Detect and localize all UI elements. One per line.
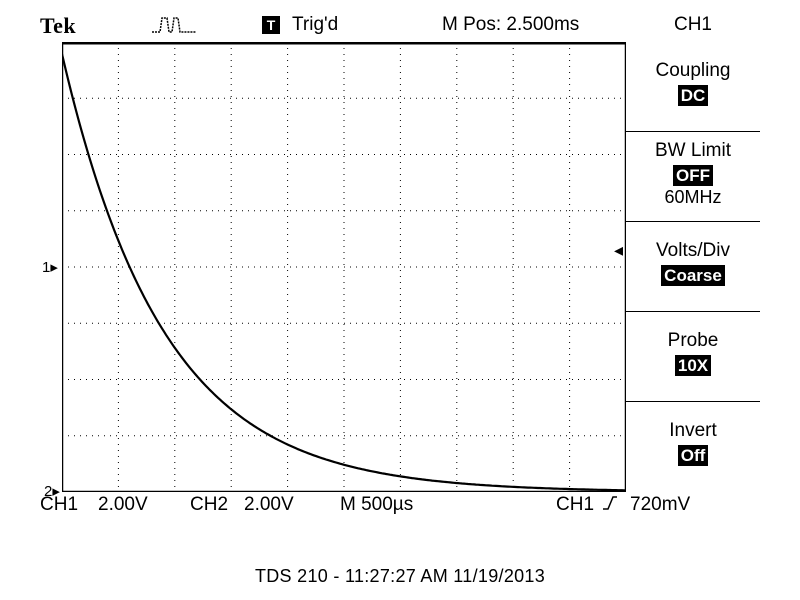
brand-logo: Tek (40, 13, 77, 38)
bw-limit-value: OFF (673, 165, 713, 186)
ch2-label: CH2 (190, 494, 229, 515)
ch1-waveform-trace (62, 53, 626, 492)
bottom-status-bar: CH1 2.00V CH2 2.00V M 500µs CH1 720mV (40, 494, 760, 522)
rising-edge-icon (602, 494, 618, 518)
ch1-ground-marker: 1▸ (42, 258, 58, 276)
top-status-bar: Tek T Trig'd M Pos: 2.500ms CH1 (0, 0, 800, 44)
menu-bw-limit[interactable]: BW Limit OFF 60MHz (626, 132, 760, 222)
ch1-label: CH1 (40, 494, 79, 515)
timebase: M 500µs (340, 494, 414, 515)
right-arrow-icon: ▸ (52, 483, 60, 500)
ch1-marker-label: 1 (42, 259, 51, 276)
menu-coupling[interactable]: Coupling DC (626, 42, 760, 132)
coupling-value: DC (677, 85, 709, 106)
graticule (62, 42, 626, 492)
side-menu: Coupling DC BW Limit OFF 60MHz Volts/Div… (626, 42, 760, 492)
bw-limit-sub: 60MHz (664, 187, 722, 207)
trigger-level: 720mV (630, 494, 691, 515)
trigger-badge: T (262, 16, 280, 34)
volts-div-value: Coarse (661, 265, 725, 286)
menu-volts-div[interactable]: Volts/Div Coarse (626, 222, 760, 312)
menu-title: CH1 (673, 14, 712, 35)
ch2-ground-marker: 2▸ (44, 482, 60, 500)
trigger-level-marker: ◂ (614, 240, 623, 261)
volts-div-label: Volts/Div (656, 240, 730, 261)
probe-label: Probe (667, 330, 719, 351)
probe-value: 10X (674, 355, 712, 376)
menu-invert[interactable]: Invert Off (626, 402, 760, 492)
trigger-source: CH1 (556, 494, 595, 515)
ch1-scale: 2.00V (98, 494, 148, 515)
invert-value: Off (677, 445, 709, 466)
ch2-marker-label: 2 (44, 483, 53, 500)
bw-limit-label: BW Limit (655, 140, 731, 161)
left-arrow-icon: ◂ (614, 240, 624, 260)
menu-probe[interactable]: Probe 10X (626, 312, 760, 402)
horizontal-position: M Pos: 2.500ms (442, 14, 580, 35)
capture-caption: TDS 210 - 11:27:27 AM 11/19/2013 (254, 566, 546, 586)
waveform-display (62, 42, 626, 492)
acquisition-mode-icon (150, 14, 200, 41)
trigger-status: Trig'd (292, 14, 339, 35)
coupling-label: Coupling (655, 60, 731, 81)
right-arrow-icon: ▸ (50, 259, 58, 276)
ch2-scale: 2.00V (244, 494, 294, 515)
invert-label: Invert (669, 420, 717, 441)
